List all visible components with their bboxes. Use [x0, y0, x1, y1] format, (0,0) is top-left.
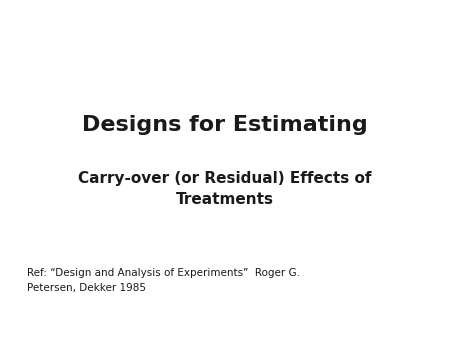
- Text: Designs for Estimating: Designs for Estimating: [82, 115, 368, 135]
- Text: Carry-over (or Residual) Effects of
Treatments: Carry-over (or Residual) Effects of Trea…: [78, 171, 372, 207]
- Text: Ref: “Design and Analysis of Experiments”  Roger G.
Petersen, Dekker 1985: Ref: “Design and Analysis of Experiments…: [27, 268, 300, 293]
